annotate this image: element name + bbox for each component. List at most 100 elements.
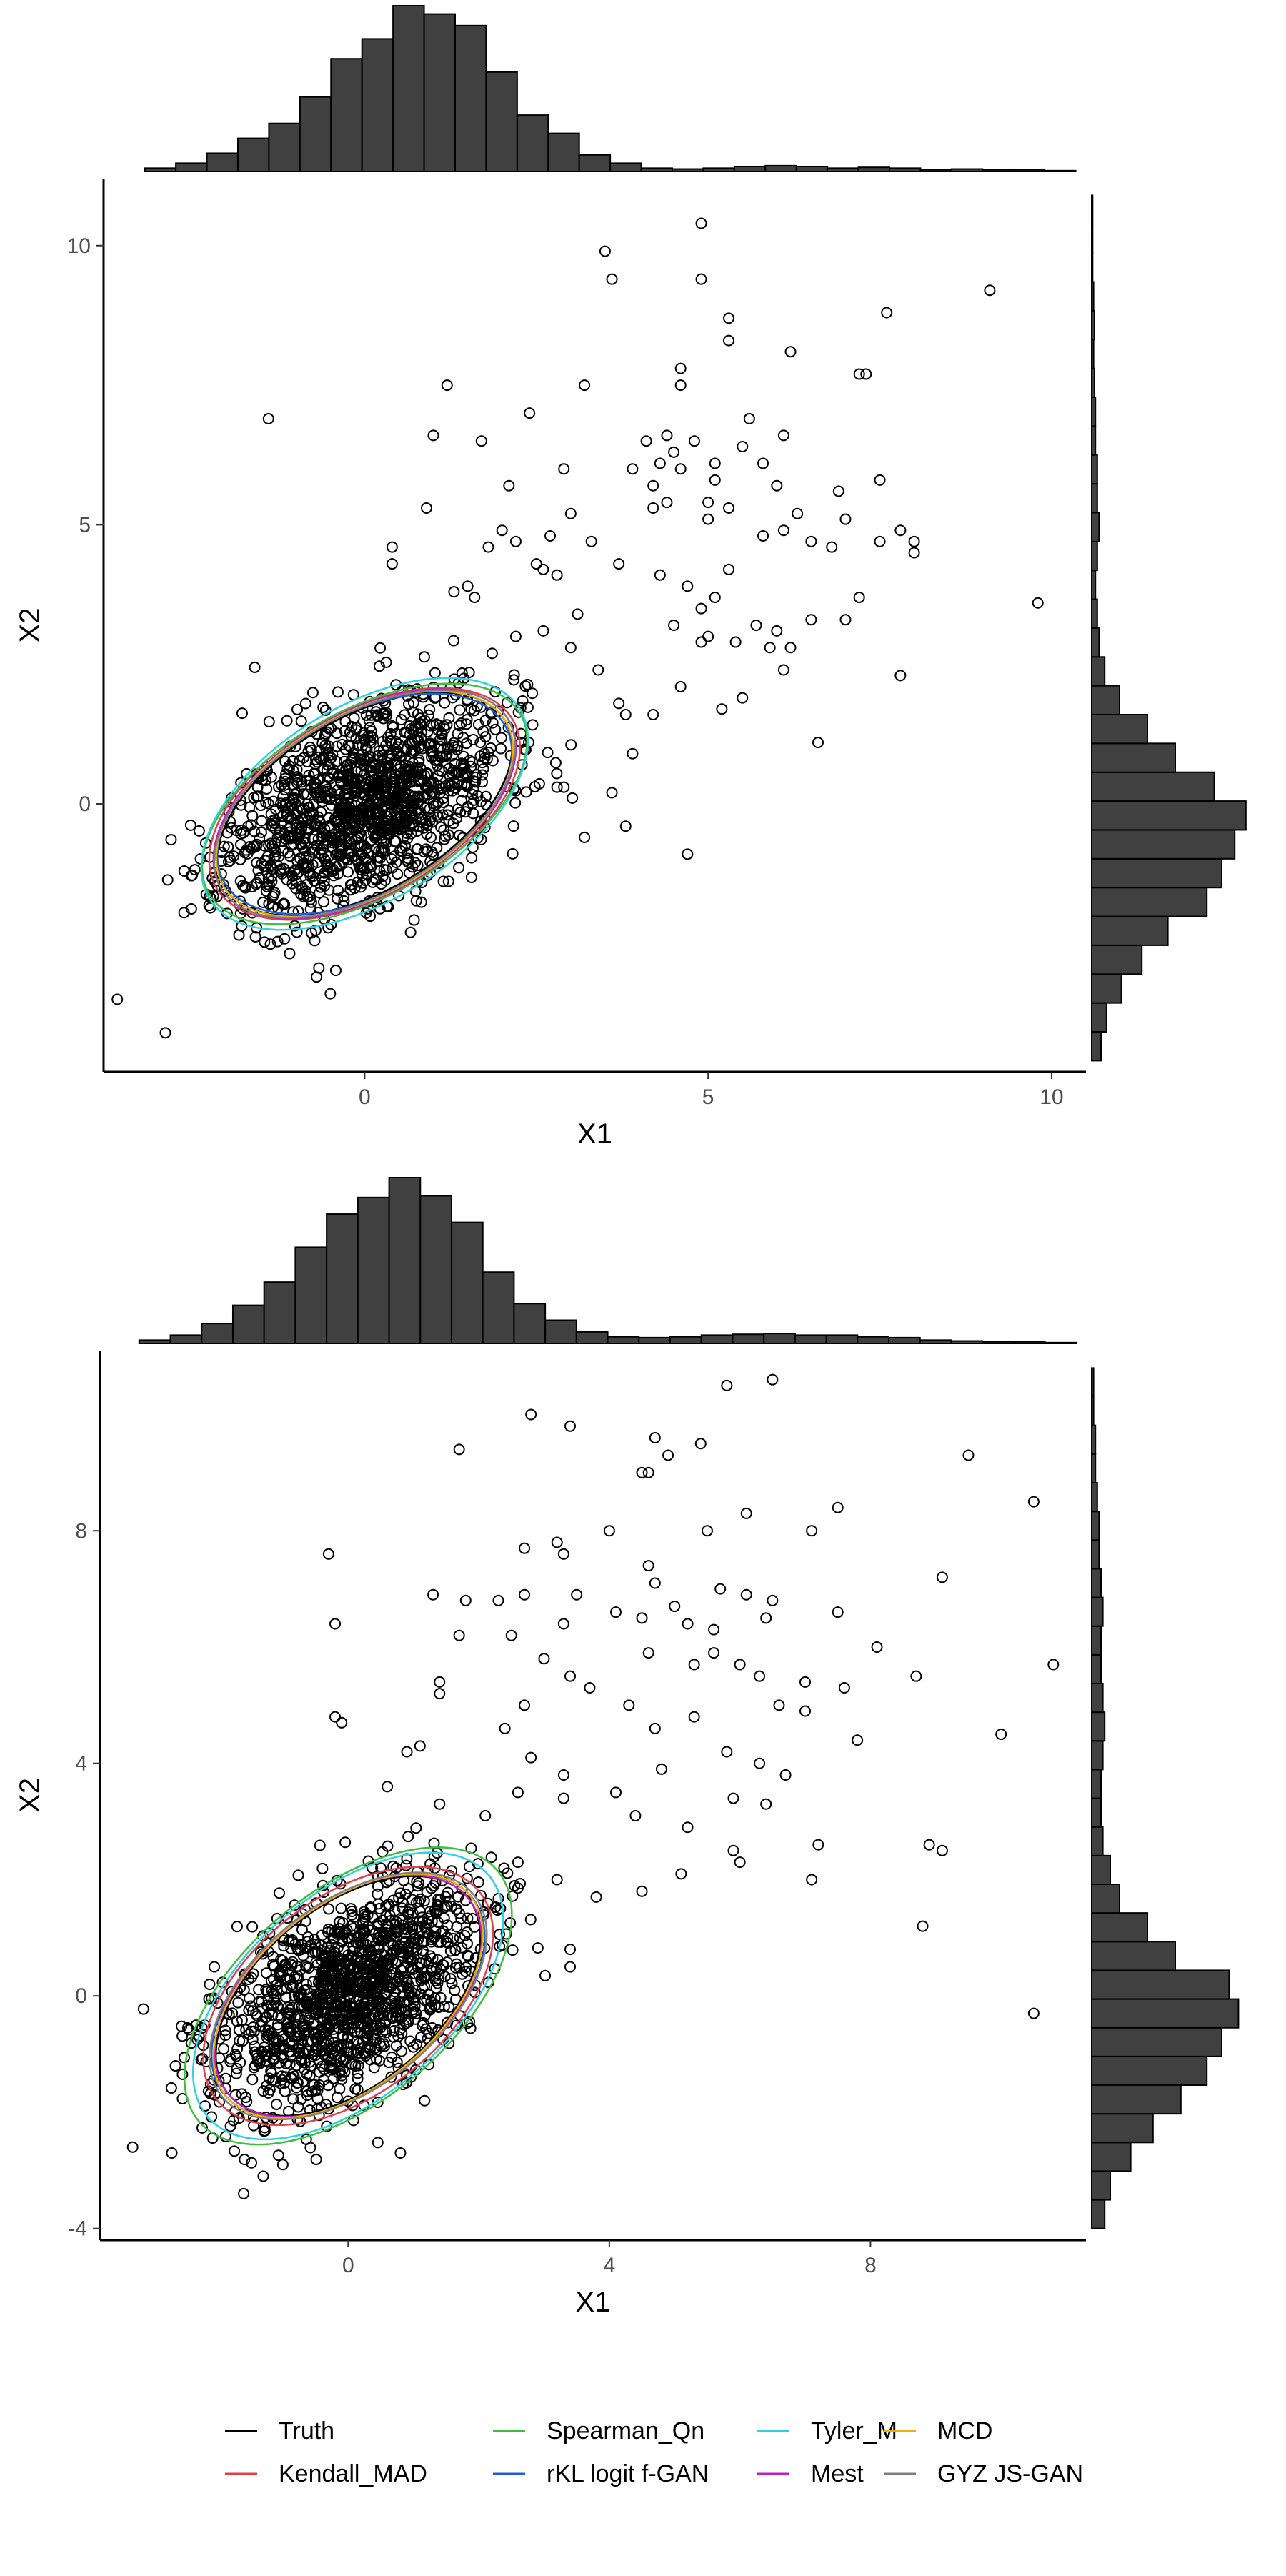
data-point xyxy=(412,1961,424,1974)
data-point xyxy=(161,874,174,886)
outlier-point xyxy=(386,541,398,553)
data-point xyxy=(299,1960,311,1972)
data-point xyxy=(447,817,459,830)
y-hist-bar xyxy=(1091,540,1098,572)
data-point xyxy=(291,703,304,715)
outlier-point xyxy=(839,614,852,626)
data-point xyxy=(388,2024,400,2037)
data-point xyxy=(377,744,389,756)
data-point xyxy=(326,1924,338,1936)
data-point xyxy=(390,759,402,771)
data-point xyxy=(231,2015,243,2027)
y-hist-bar xyxy=(1091,1031,1102,1062)
x-hist-bar xyxy=(950,168,984,173)
ellipse-gyz-js-gan xyxy=(209,1871,488,2121)
data-point xyxy=(352,2067,364,2079)
data-point xyxy=(437,1959,449,1971)
data-point xyxy=(312,2054,324,2066)
data-point xyxy=(231,2062,243,2074)
data-point xyxy=(389,743,402,755)
data-point xyxy=(275,835,287,847)
data-point xyxy=(298,858,310,870)
data-point xyxy=(311,2092,324,2104)
outlier-point xyxy=(606,787,618,799)
data-point xyxy=(407,1907,419,1919)
data-point xyxy=(243,2004,255,2016)
outlier-point xyxy=(792,507,804,519)
data-point xyxy=(283,2046,295,2058)
outlier-point xyxy=(647,479,659,492)
data-point xyxy=(437,875,449,887)
outlier-point xyxy=(668,620,680,631)
outlier-point xyxy=(910,1670,922,1682)
outlier-point xyxy=(760,1798,772,1810)
data-point xyxy=(352,2021,364,2033)
y-hist-bar xyxy=(1091,1002,1107,1033)
data-point xyxy=(289,865,301,877)
outlier-point xyxy=(674,379,687,392)
data-point xyxy=(437,797,449,809)
data-point xyxy=(252,790,264,802)
data-point xyxy=(251,2055,264,2067)
data-point xyxy=(454,806,467,818)
data-point xyxy=(460,718,472,730)
data-point xyxy=(376,829,388,841)
data-point xyxy=(498,1862,510,1874)
outlier-point xyxy=(551,1874,563,1886)
data-point xyxy=(542,747,554,759)
x-hist-bar xyxy=(299,96,332,173)
data-point xyxy=(524,1914,537,1926)
outlier-point xyxy=(322,1548,334,1560)
outlier-point xyxy=(682,1821,694,1834)
outlier-point xyxy=(427,429,439,442)
data-point xyxy=(509,1880,521,1892)
data-point xyxy=(332,686,344,698)
data-point xyxy=(539,1969,552,1981)
data-point xyxy=(265,808,277,820)
data-point xyxy=(238,1984,250,1996)
data-point xyxy=(435,821,447,833)
x-hist-bar xyxy=(544,1319,577,1345)
outlier-point xyxy=(613,558,625,570)
legend: Truth Kendall_MAD Spearman_Qn rKL logit f-G… xyxy=(225,2417,1083,2487)
data-point xyxy=(262,797,274,810)
data-point xyxy=(357,2003,369,2015)
outlier-point xyxy=(459,1594,472,1606)
data-point xyxy=(279,784,291,796)
outlier-point xyxy=(805,535,817,547)
outlier-point xyxy=(771,625,783,637)
data-point xyxy=(370,874,382,886)
data-point xyxy=(266,2027,278,2039)
data-point xyxy=(565,739,577,751)
data-point xyxy=(507,847,519,860)
data-point xyxy=(396,2027,408,2039)
x-hist-bar xyxy=(700,1334,734,1345)
data-point xyxy=(276,867,288,880)
data-point xyxy=(385,2071,397,2083)
outlier-point xyxy=(727,1844,739,1856)
outlier-point xyxy=(571,1588,583,1601)
outlier-point xyxy=(695,273,707,285)
data-point xyxy=(297,2075,309,2087)
data-point xyxy=(439,1971,451,1983)
data-point xyxy=(373,1939,385,1951)
outlier-point xyxy=(777,524,789,537)
data-point xyxy=(258,860,270,872)
data-point xyxy=(410,762,422,774)
outlier-point xyxy=(708,1647,720,1659)
data-point xyxy=(236,2035,249,2047)
data-point xyxy=(549,757,562,769)
data-point xyxy=(461,767,473,779)
outlier-point xyxy=(812,1839,824,1851)
data-point xyxy=(349,806,362,818)
data-point xyxy=(332,1986,344,1999)
y-hist-bar xyxy=(1091,1424,1097,1455)
outlier-point xyxy=(908,535,920,547)
data-point xyxy=(345,2022,357,2034)
data-point xyxy=(291,926,303,938)
data-point xyxy=(298,890,310,902)
data-point xyxy=(461,1937,473,1949)
data-point xyxy=(278,827,290,840)
data-point xyxy=(475,1889,487,1901)
data-point xyxy=(331,740,343,752)
